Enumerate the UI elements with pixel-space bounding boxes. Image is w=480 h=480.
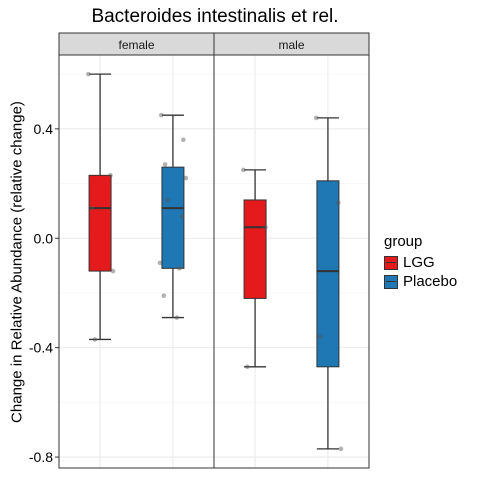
data-point [110,268,116,274]
box-placebo [161,166,185,269]
legend-key-placebo [384,274,398,289]
data-point [165,197,171,203]
legend: group LGG Placebo [384,233,457,291]
panel-background [59,55,214,468]
data-point [108,173,113,178]
y-tick-label: -0.4 [29,340,53,356]
panel-background [214,55,369,468]
legend-title: group [384,233,423,250]
panel-border [213,54,370,469]
data-point [263,225,268,230]
data-point [179,214,185,219]
facet-strip-label: male [278,38,304,52]
box-lgg [88,174,112,272]
data-point [158,112,164,118]
data-point [162,162,168,167]
data-point [92,337,98,342]
data-point [89,205,95,211]
data-point [157,260,163,266]
box-lgg [243,199,267,299]
chart-title: Bacteroides intestinalis et rel. [91,6,339,27]
data-point [338,446,344,452]
data-point [183,175,189,181]
data-point [313,115,319,121]
data-point [244,364,250,370]
facet-strip-label: female [118,38,154,52]
data-point [181,137,186,143]
data-point [241,167,246,173]
legend-item-placebo: Placebo [384,272,457,291]
y-tick-label: 0.0 [34,230,54,246]
data-point [317,334,323,340]
legend-key-lgg [384,255,398,270]
data-point [161,293,167,298]
data-point [336,200,341,205]
y-tick-label: 0.4 [34,121,54,137]
legend-item-lgg: LGG [384,253,457,272]
y-tick-label: -0.8 [29,449,53,465]
data-point [174,315,180,320]
legend-label-lgg: LGG [403,254,435,271]
legend-label-placebo: Placebo [403,273,458,290]
data-point [86,71,91,77]
box-placebo [316,180,340,368]
data-point [177,266,182,271]
